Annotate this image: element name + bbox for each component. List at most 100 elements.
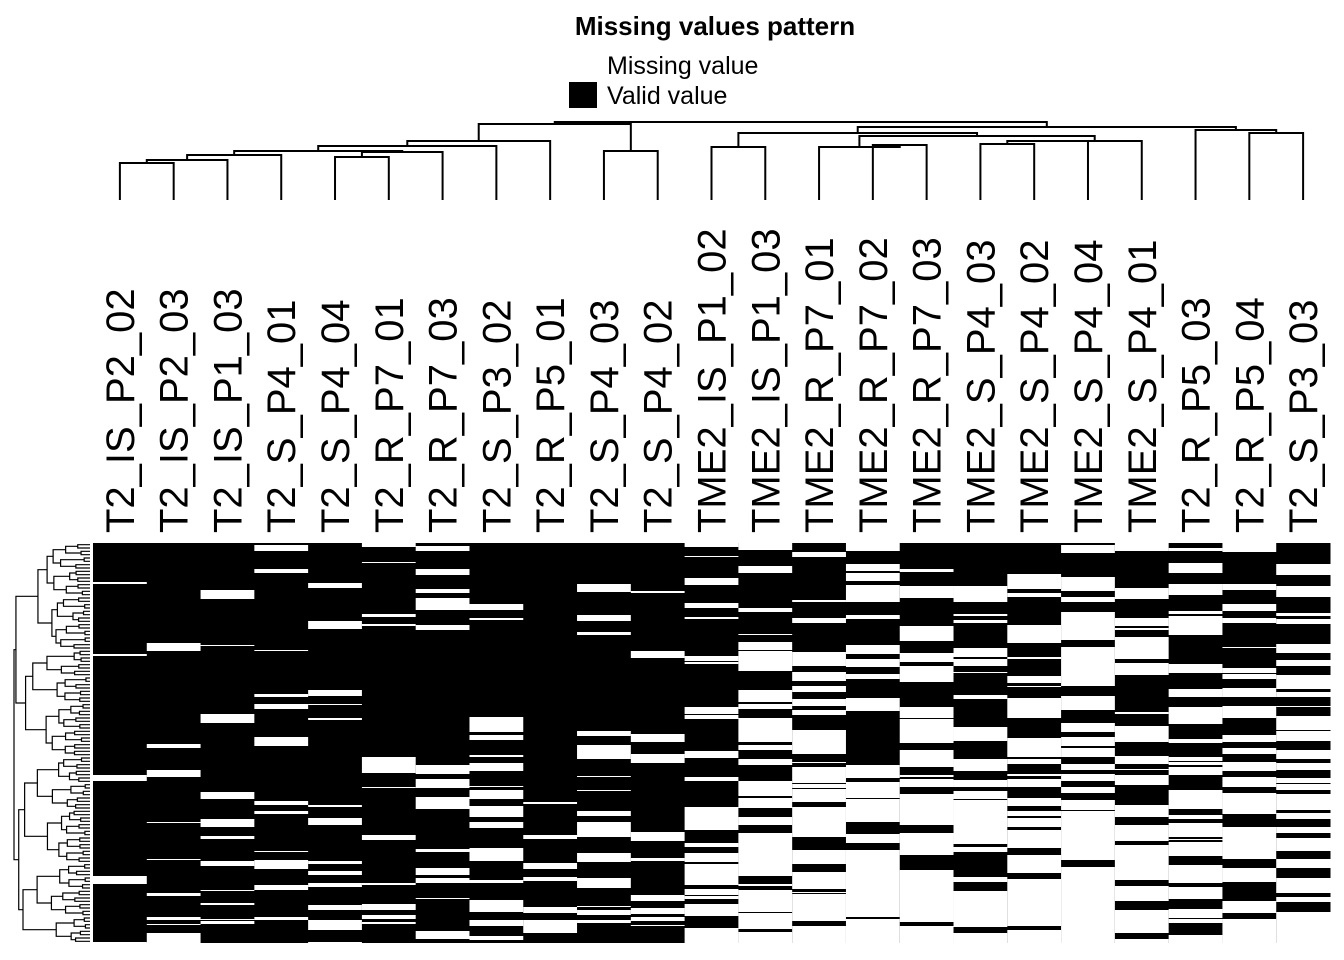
heatmap-cell-missing bbox=[684, 556, 739, 557]
row-dendrogram-link bbox=[78, 777, 90, 782]
row-dendrogram-link bbox=[37, 569, 52, 624]
heatmap-cell-missing bbox=[469, 880, 524, 883]
column-label: T2_IS_P2_03 bbox=[153, 288, 197, 533]
heatmap-cell-missing bbox=[738, 940, 793, 944]
heatmap-cell-missing bbox=[792, 930, 847, 933]
heatmap-cell-missing bbox=[792, 699, 847, 706]
heatmap-cell-missing bbox=[953, 672, 1008, 673]
heatmap-cell-missing bbox=[1061, 898, 1116, 901]
heatmap-cell-missing bbox=[1007, 936, 1062, 942]
row-dendrogram-link bbox=[79, 724, 90, 729]
heatmap-cell-missing bbox=[469, 922, 524, 926]
heatmap-cell-missing bbox=[845, 889, 901, 893]
heatmap-cell-missing bbox=[845, 805, 901, 813]
row-dendrogram-link bbox=[77, 577, 90, 582]
heatmap-cell-missing bbox=[1007, 901, 1062, 904]
row-dendrogram-link bbox=[79, 844, 90, 849]
heatmap-cell-missing bbox=[738, 608, 793, 612]
row-dendrogram-link bbox=[79, 930, 90, 936]
heatmap-cell-missing bbox=[523, 927, 578, 933]
heatmap-cell-missing bbox=[792, 926, 847, 927]
heatmap-cell-missing bbox=[899, 905, 955, 911]
heatmap-cell-missing bbox=[1168, 768, 1223, 775]
column-label: TME2_IS_P1_02 bbox=[691, 228, 735, 533]
heatmap-cell-missing bbox=[361, 883, 417, 885]
heatmap-cell-missing bbox=[792, 873, 847, 877]
heatmap-cell-missing bbox=[738, 704, 793, 706]
heatmap-cell-missing bbox=[1061, 873, 1116, 874]
heatmap-cell-missing bbox=[792, 672, 847, 675]
heatmap-column bbox=[1276, 543, 1331, 943]
row-dendrogram-link bbox=[68, 812, 81, 821]
row-dendrogram-link bbox=[75, 684, 90, 689]
heatmap-cell-missing bbox=[1061, 677, 1116, 686]
heatmap-cell-missing bbox=[1276, 731, 1331, 732]
heatmap-cell-missing bbox=[738, 890, 793, 895]
row-dendrogram-link bbox=[80, 757, 90, 762]
heatmap-cell-missing bbox=[415, 868, 470, 875]
row-dendrogram-link bbox=[60, 665, 79, 674]
heatmap-cell-missing bbox=[1168, 830, 1223, 835]
heatmap-cell-missing bbox=[899, 801, 955, 807]
heatmap-cell-missing bbox=[845, 585, 901, 593]
heatmap-cell-missing bbox=[1276, 884, 1331, 887]
heatmap-cell-missing bbox=[1114, 640, 1170, 643]
heatmap-cell-missing bbox=[1007, 868, 1062, 873]
heatmap-cell-missing bbox=[899, 878, 955, 879]
heatmap-cell-missing bbox=[1007, 916, 1062, 920]
column-label: T2_S_P3_03 bbox=[1282, 299, 1326, 533]
heatmap-cell-missing bbox=[254, 917, 309, 920]
heatmap-cell-missing bbox=[845, 771, 901, 778]
heatmap-cell-missing bbox=[792, 900, 847, 903]
row-dendrogram-link bbox=[74, 744, 90, 749]
heatmap-cell-missing bbox=[953, 933, 1008, 939]
row-dendrogram-link bbox=[13, 649, 19, 861]
heatmap-cell-missing bbox=[1276, 644, 1331, 653]
heatmap-cell-missing bbox=[254, 885, 309, 890]
heatmap-cell-missing bbox=[1061, 744, 1116, 746]
heatmap-cell-missing bbox=[845, 765, 901, 771]
heatmap-cell-missing bbox=[1007, 745, 1062, 752]
row-dendrogram-link bbox=[73, 750, 90, 756]
heatmap-cell-missing bbox=[1061, 852, 1116, 858]
heatmap-cell-missing bbox=[415, 878, 470, 883]
row-dendrogram-link bbox=[84, 784, 90, 789]
heatmap-cell-missing bbox=[738, 738, 793, 742]
heatmap-cell-missing bbox=[738, 736, 793, 738]
heatmap-cell-missing bbox=[200, 903, 255, 905]
heatmap-cell-missing bbox=[899, 935, 955, 940]
heatmap-cell-missing bbox=[1007, 920, 1062, 926]
heatmap-cell-missing bbox=[1061, 907, 1116, 913]
heatmap-cell-missing bbox=[792, 814, 847, 823]
heatmap-cell-missing bbox=[1114, 547, 1170, 551]
heatmap-cell-missing bbox=[1061, 939, 1116, 941]
heatmap-cell-missing bbox=[792, 795, 847, 802]
row-dendrogram-link bbox=[74, 937, 90, 942]
heatmap-cell-missing bbox=[308, 861, 363, 864]
heatmap-cell-missing bbox=[1222, 809, 1277, 810]
heatmap-cell-missing bbox=[899, 903, 955, 905]
row-dendrogram-link bbox=[64, 745, 75, 754]
column-dendrogram-link bbox=[334, 156, 390, 200]
heatmap-cell-missing bbox=[415, 804, 470, 809]
heatmap-cell-missing bbox=[308, 883, 363, 887]
heatmap-cell-missing bbox=[738, 847, 793, 851]
heatmap-cell-missing bbox=[899, 653, 955, 662]
heatmap-cell-missing bbox=[1007, 896, 1062, 898]
heatmap-cell-missing bbox=[1114, 811, 1170, 813]
heatmap-cell-missing bbox=[738, 781, 793, 790]
row-dendrogram-link bbox=[75, 804, 90, 809]
heatmap-cell-missing bbox=[845, 573, 901, 581]
column-label: TME2_R_P7_03 bbox=[906, 237, 950, 533]
heatmap-cell-missing bbox=[953, 824, 1008, 831]
heatmap-cell-missing bbox=[415, 779, 470, 782]
heatmap-cell-missing bbox=[469, 822, 524, 828]
column-dendrogram-link bbox=[1194, 129, 1278, 200]
row-dendrogram-link bbox=[67, 865, 85, 874]
heatmap-cell-missing bbox=[1276, 897, 1331, 902]
heatmap-cell-missing bbox=[845, 698, 901, 707]
heatmap-cell-missing bbox=[738, 759, 793, 765]
heatmap-cell-missing bbox=[792, 807, 847, 814]
heatmap-cell-missing bbox=[1007, 759, 1062, 764]
heatmap-cell-missing bbox=[684, 905, 739, 911]
